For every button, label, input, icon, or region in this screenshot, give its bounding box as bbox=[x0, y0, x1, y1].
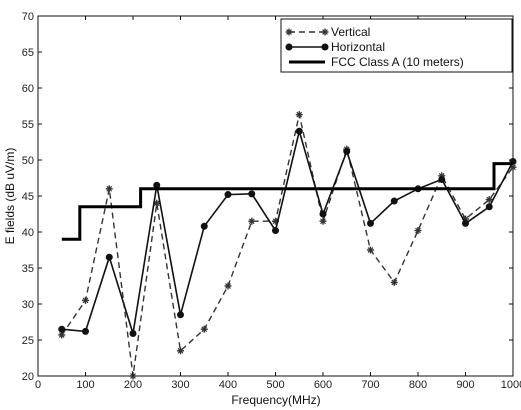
series-line bbox=[61, 162, 513, 241]
y-tick-label: 60 bbox=[22, 83, 34, 95]
data-point bbox=[200, 222, 208, 230]
legend-label: FCC Class A (10 meters) bbox=[331, 55, 464, 69]
y-tick-label: 35 bbox=[22, 263, 34, 275]
legend-marker bbox=[285, 43, 293, 51]
x-tick-label: 400 bbox=[219, 379, 237, 391]
data-point bbox=[177, 347, 184, 355]
data-point bbox=[224, 282, 232, 290]
x-tick-label: 1000 bbox=[501, 379, 521, 391]
marker-stroke bbox=[225, 283, 231, 289]
y-tick-label: 25 bbox=[22, 335, 34, 347]
data-point bbox=[343, 147, 351, 155]
series-line bbox=[61, 114, 514, 377]
data-point bbox=[319, 210, 327, 218]
marker-stroke bbox=[272, 218, 279, 225]
marker-stroke bbox=[322, 29, 328, 35]
y-axis-label: E fields (dB uV/m) bbox=[3, 148, 17, 245]
x-tick-label: 100 bbox=[76, 379, 94, 391]
marker-stroke bbox=[320, 218, 326, 225]
x-tick-label: 800 bbox=[409, 379, 427, 391]
marker-stroke bbox=[286, 29, 292, 35]
data-point bbox=[390, 278, 398, 286]
data-point bbox=[319, 217, 327, 225]
x-tick-label: 200 bbox=[124, 379, 142, 391]
x-tick-label: 0 bbox=[35, 379, 41, 391]
data-point bbox=[200, 325, 208, 333]
marker-stroke bbox=[296, 111, 303, 118]
data-point bbox=[438, 175, 446, 183]
data-point bbox=[58, 325, 66, 333]
marker-stroke bbox=[58, 332, 65, 338]
series-layer bbox=[58, 111, 517, 380]
legend-marker bbox=[285, 28, 293, 36]
data-point bbox=[462, 219, 469, 227]
x-tick-label: 600 bbox=[314, 379, 332, 391]
data-point bbox=[82, 296, 89, 304]
data-point bbox=[295, 111, 303, 119]
y-tick-label: 70 bbox=[22, 11, 34, 23]
data-point bbox=[414, 227, 422, 235]
data-point bbox=[129, 330, 137, 338]
data-point bbox=[248, 217, 256, 225]
data-point bbox=[248, 190, 256, 198]
series-horizontal bbox=[58, 127, 517, 338]
y-tick-label: 30 bbox=[22, 299, 34, 311]
data-point bbox=[367, 219, 374, 227]
marker-stroke bbox=[415, 227, 421, 234]
data-point bbox=[295, 127, 303, 135]
data-point bbox=[272, 227, 279, 235]
y-tick-label: 40 bbox=[22, 227, 34, 239]
y-tick-label: 65 bbox=[22, 47, 34, 59]
legend-label: Horizontal bbox=[331, 40, 385, 54]
marker-stroke bbox=[82, 297, 89, 304]
data-point bbox=[224, 191, 232, 199]
marker-stroke bbox=[367, 247, 374, 253]
marker-stroke bbox=[106, 185, 113, 192]
series-vertical bbox=[58, 111, 517, 380]
data-point bbox=[105, 253, 113, 261]
legend-marker bbox=[321, 43, 329, 51]
series-fcc-class-a-10-meters bbox=[61, 162, 513, 241]
y-tick-label: 20 bbox=[22, 371, 34, 383]
x-tick-label: 300 bbox=[171, 379, 189, 391]
data-point bbox=[367, 246, 374, 254]
data-point bbox=[390, 197, 398, 205]
legend-marker bbox=[321, 28, 329, 36]
marker-stroke bbox=[510, 164, 516, 171]
series-line bbox=[61, 128, 514, 334]
marker-stroke bbox=[248, 218, 255, 225]
x-tick-label: 500 bbox=[266, 379, 284, 391]
y-tick-label: 55 bbox=[22, 119, 34, 131]
data-point bbox=[485, 196, 493, 204]
marker-stroke bbox=[153, 200, 160, 207]
y-tick-label: 45 bbox=[22, 191, 34, 203]
data-point bbox=[105, 185, 113, 193]
x-axis-label: Frequency(MHz) bbox=[231, 393, 320, 407]
marker-stroke bbox=[177, 347, 184, 354]
y-tick-label: 50 bbox=[22, 155, 34, 167]
marker-stroke bbox=[201, 326, 208, 333]
marker-stroke bbox=[391, 279, 398, 286]
marker-stroke bbox=[486, 196, 493, 203]
legend-label: Vertical bbox=[331, 25, 370, 39]
x-tick-label: 900 bbox=[456, 379, 474, 391]
data-point bbox=[485, 203, 493, 211]
axes-layer: 0 100 200 300 400 500 600 700 800 900 1000 20 25 30 35… bbox=[22, 11, 521, 391]
x-tick-label: 700 bbox=[361, 379, 379, 391]
data-point bbox=[82, 327, 89, 335]
data-point bbox=[177, 311, 184, 319]
